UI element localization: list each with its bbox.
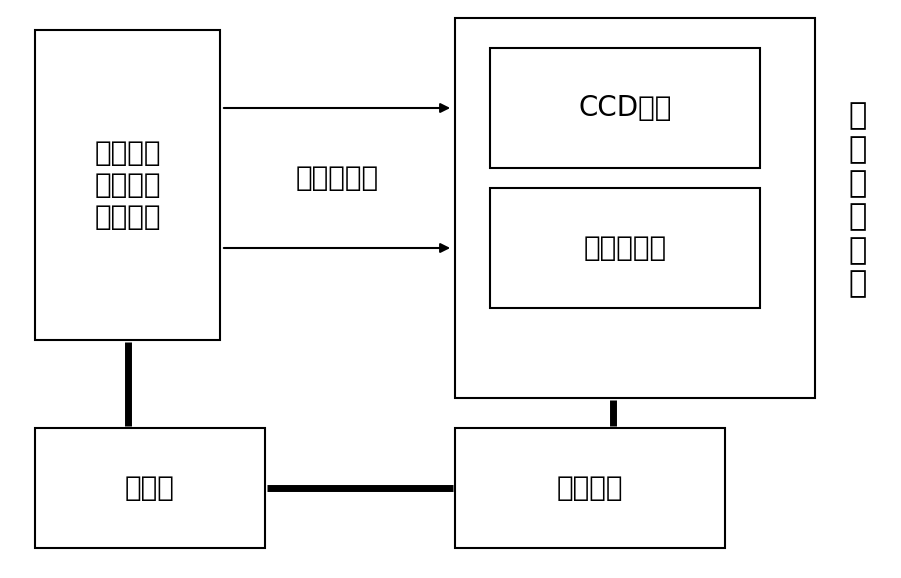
Bar bbox=[455, 428, 725, 548]
Text: 计算机: 计算机 bbox=[125, 474, 175, 502]
Text: 单色均匀光: 单色均匀光 bbox=[296, 164, 378, 192]
Text: 标准探测器: 标准探测器 bbox=[584, 234, 667, 262]
Text: 控制电路: 控制电路 bbox=[557, 474, 623, 502]
Text: 波长可调
单色均匀
光源系统: 波长可调 单色均匀 光源系统 bbox=[95, 139, 160, 231]
Bar bbox=[455, 18, 815, 398]
Bar bbox=[490, 48, 760, 168]
Bar bbox=[35, 428, 265, 548]
Bar bbox=[35, 30, 220, 340]
Bar bbox=[490, 188, 760, 308]
Text: 杜
瓦
瓶
温
控
室: 杜 瓦 瓶 温 控 室 bbox=[849, 102, 867, 298]
Text: CCD芯片: CCD芯片 bbox=[578, 94, 671, 122]
